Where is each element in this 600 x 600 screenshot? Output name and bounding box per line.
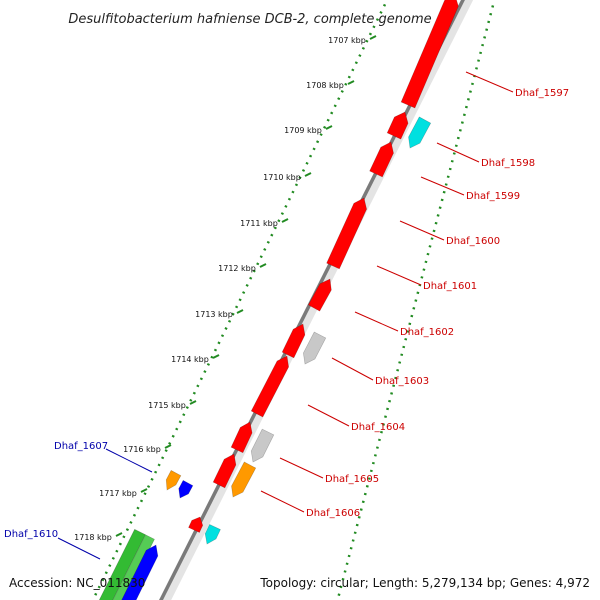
kbp-label: 1711 kbp bbox=[240, 219, 278, 228]
gene-leader-line bbox=[399, 220, 445, 241]
gene-arrow-blue bbox=[178, 480, 194, 499]
gene-arrow-red bbox=[386, 111, 409, 140]
gene-arrow-red bbox=[326, 197, 367, 270]
kbp-tick bbox=[212, 354, 220, 359]
gene-leader-line bbox=[57, 537, 101, 560]
gene-arrow-cyan bbox=[408, 116, 432, 149]
gene-label: Dhaf_1607 bbox=[54, 441, 108, 452]
kbp-tick bbox=[115, 532, 123, 537]
gene-label: Dhaf_1603 bbox=[375, 376, 429, 387]
gene-label: Dhaf_1602 bbox=[400, 327, 454, 338]
kbp-tick bbox=[259, 263, 267, 268]
gene-leader-line bbox=[279, 457, 324, 479]
kbp-tick bbox=[304, 172, 312, 177]
gene-arrow-red bbox=[281, 323, 306, 359]
outer-tick-rail bbox=[336, 0, 496, 600]
gene-label: Dhaf_1597 bbox=[515, 88, 569, 99]
gene-arrow-cyan bbox=[204, 524, 221, 545]
gene-arrow-red bbox=[307, 278, 332, 312]
gene-leader-line bbox=[260, 490, 305, 513]
gene-label: Dhaf_1599 bbox=[466, 191, 520, 202]
kbp-label: 1708 kbp bbox=[306, 81, 344, 90]
gene-leader-line bbox=[465, 71, 514, 93]
kbp-label: 1718 kbp bbox=[74, 533, 112, 542]
kbp-label: 1717 kbp bbox=[99, 489, 137, 498]
kbp-tick bbox=[140, 488, 148, 493]
kbp-tick bbox=[189, 400, 197, 405]
gene-arrow-orange bbox=[165, 470, 182, 491]
gene-leader-line bbox=[105, 448, 153, 473]
gene-arrow-gray bbox=[303, 331, 327, 365]
kbp-tick bbox=[164, 444, 172, 449]
kbp-tick bbox=[347, 80, 355, 85]
gene-arrow-red bbox=[400, 0, 459, 109]
gene-label: Dhaf_1598 bbox=[481, 158, 535, 169]
gene-arrow-blue bbox=[121, 544, 159, 600]
kbp-label: 1713 kbp bbox=[195, 310, 233, 319]
kbp-label: 1715 kbp bbox=[148, 401, 186, 410]
kbp-label: 1709 kbp bbox=[284, 126, 322, 135]
accession-text: Accession: NC_011830 bbox=[9, 576, 145, 590]
genome-summary-text: Topology: circular; Length: 5,279,134 bp… bbox=[259, 576, 590, 590]
gene-arrow-gray bbox=[250, 428, 275, 463]
kbp-labels: 1707 kbp 1708 kbp 1709 kbp 1710 kbp 1711 kbp… bbox=[74, 36, 366, 542]
kbp-label: 1712 kbp bbox=[218, 264, 256, 273]
kbp-label: 1707 kbp bbox=[328, 36, 366, 45]
kbp-tick bbox=[325, 125, 333, 130]
gene-leader-line bbox=[420, 176, 465, 196]
gene-arrow-red bbox=[188, 516, 204, 533]
gene-arrow-red bbox=[230, 421, 253, 454]
tick-rails bbox=[91, 0, 496, 600]
kbp-tick bbox=[281, 218, 289, 223]
gene-arrow-orange bbox=[231, 461, 257, 498]
gene-leader-line bbox=[354, 311, 399, 332]
gene-label: Dhaf_1605 bbox=[325, 474, 379, 485]
gene-leader-line bbox=[376, 265, 422, 286]
gene-label: Dhaf_1601 bbox=[423, 281, 477, 292]
gene-arrow-red bbox=[212, 453, 237, 489]
kbp-tick bbox=[369, 35, 377, 40]
gene-label: Dhaf_1600 bbox=[446, 236, 500, 247]
gene-arrow-green bbox=[98, 528, 146, 600]
gene-features bbox=[98, 0, 459, 600]
inner-tick-rail bbox=[91, 0, 389, 600]
kbp-label: 1716 kbp bbox=[123, 445, 161, 454]
gene-leader-line bbox=[436, 142, 480, 163]
gene-arrow-red bbox=[369, 141, 394, 178]
kbp-ticks bbox=[115, 35, 377, 537]
kbp-label: 1710 kbp bbox=[263, 173, 301, 182]
gene-arrow-red bbox=[250, 355, 289, 418]
gene-arrow-green bbox=[112, 534, 155, 600]
gene-labels: Dhaf_1597 Dhaf_1598 Dhaf_1599 Dhaf_1600 Dhaf… bbox=[4, 71, 569, 560]
gene-label: Dhaf_1604 bbox=[351, 422, 405, 433]
gene-leader-line bbox=[331, 357, 374, 381]
kbp-tick bbox=[236, 309, 244, 314]
kbp-label: 1714 kbp bbox=[171, 355, 209, 364]
gene-label: Dhaf_1610 bbox=[4, 529, 58, 540]
gene-label: Dhaf_1606 bbox=[306, 508, 360, 519]
gene-leader-line bbox=[307, 404, 350, 427]
map-title: Desulfitobacterium hafniense DCB-2, comp… bbox=[68, 12, 431, 27]
